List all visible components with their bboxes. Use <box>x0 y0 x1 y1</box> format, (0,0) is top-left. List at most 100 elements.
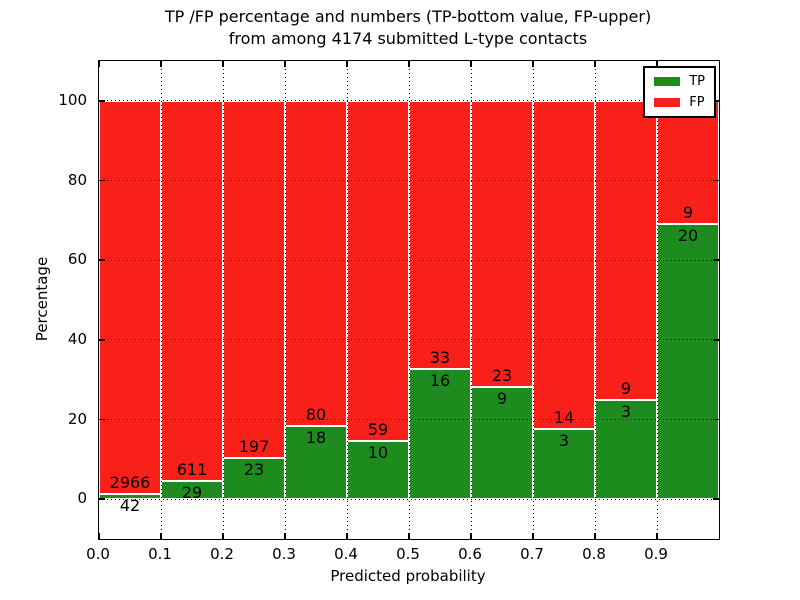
chart-title-line2: from among 4174 submitted L-type contact… <box>228 29 588 48</box>
gridline-horizontal <box>99 339 719 341</box>
x-tick-mark-bottom <box>98 533 100 539</box>
y-tick-label: 0 <box>77 489 87 508</box>
tp-count-label: 20 <box>677 226 699 246</box>
bar-fp-segment <box>471 100 533 388</box>
x-tick-label: 0.6 <box>458 545 482 563</box>
x-tick-mark-top <box>532 61 534 67</box>
x-tick-mark-bottom <box>656 533 658 539</box>
y-tick-mark-right <box>713 418 719 421</box>
gridline-horizontal <box>99 259 719 261</box>
x-axis-label: Predicted probability <box>330 567 486 585</box>
fp-count-label: 197 <box>238 436 270 456</box>
tp-count-label: 3 <box>558 430 570 450</box>
y-tick-mark-right <box>713 498 719 500</box>
y-tick-mark-left <box>99 259 105 261</box>
bar-tp-segment <box>409 369 471 500</box>
bar-tp-segment <box>595 399 657 500</box>
y-tick-mark-left <box>99 100 105 102</box>
x-tick-mark-top <box>160 61 162 67</box>
fp-count-label: 9 <box>682 203 694 223</box>
bar-fp-segment <box>409 100 471 370</box>
x-tick-label: 0.4 <box>334 545 358 563</box>
y-tick-mark-left <box>99 418 105 421</box>
x-tick-label: 0.3 <box>272 545 296 563</box>
y-tick-label: 20 <box>67 409 87 428</box>
legend-item: TP <box>654 75 705 88</box>
x-tick-mark-top <box>222 61 224 67</box>
x-tick-label: 0.2 <box>210 545 234 563</box>
gridline-vertical <box>470 61 472 539</box>
bar-fp-segment <box>99 100 161 494</box>
gridline-horizontal <box>99 419 719 420</box>
gridline-horizontal <box>99 100 719 102</box>
x-tick-mark-top <box>346 61 348 67</box>
fp-count-label: 33 <box>429 348 451 368</box>
fp-count-label: 14 <box>553 407 575 427</box>
tp-count-label: 9 <box>496 389 508 409</box>
x-tick-mark-top <box>408 61 410 67</box>
tp-count-label: 23 <box>243 459 265 479</box>
x-tick-label: 0.7 <box>520 545 544 563</box>
x-tick-mark-bottom <box>222 533 224 539</box>
y-tick-label: 40 <box>67 329 87 348</box>
gridline-vertical <box>346 61 348 539</box>
gridline-vertical <box>594 61 596 539</box>
tp-count-label: 42 <box>119 495 141 515</box>
y-tick-mark-right <box>713 100 719 102</box>
tp-count-label: 16 <box>429 371 451 391</box>
bar-tp-segment <box>347 441 409 500</box>
x-tick-mark-top <box>284 61 286 67</box>
x-tick-label: 0.0 <box>86 545 110 563</box>
gridline-horizontal <box>99 498 719 500</box>
x-tick-mark-top <box>594 61 596 67</box>
legend-item: FP <box>654 96 705 109</box>
fp-count-label: 80 <box>305 404 327 424</box>
legend-tp-swatch <box>654 77 681 86</box>
legend-label: TP <box>689 74 705 89</box>
y-tick-label: 100 <box>58 90 87 109</box>
chart-title: TP /FP percentage and numbers (TP-bottom… <box>98 6 718 50</box>
gridline-vertical <box>656 61 658 539</box>
fp-count-label: 9 <box>620 378 632 398</box>
gridline-vertical <box>222 61 224 539</box>
x-tick-mark-bottom <box>594 533 596 539</box>
x-tick-mark-bottom <box>160 533 162 539</box>
bar-fp-segment <box>657 100 719 225</box>
bar-fp-segment <box>285 100 347 426</box>
x-tick-mark-top <box>98 61 100 67</box>
gridline-horizontal <box>99 180 719 181</box>
x-tick-label: 0.1 <box>148 545 172 563</box>
x-tick-label: 0.8 <box>582 545 606 563</box>
y-tick-mark-left <box>99 339 105 341</box>
x-tick-mark-bottom <box>346 533 348 539</box>
x-tick-mark-bottom <box>532 533 534 539</box>
bar-tp-segment <box>533 428 595 500</box>
legend-fp-swatch <box>654 98 681 107</box>
y-axis-label: Percentage <box>33 256 51 342</box>
y-tick-label: 60 <box>67 250 87 269</box>
x-tick-mark-top <box>656 61 658 67</box>
fp-count-label: 2966 <box>109 472 151 492</box>
tp-count-label: 29 <box>181 483 203 503</box>
fp-count-label: 611 <box>176 460 208 480</box>
x-tick-mark-bottom <box>284 533 286 539</box>
y-tick-mark-right <box>713 339 719 341</box>
bar-fp-segment <box>223 100 285 458</box>
legend: TP FP <box>643 66 716 118</box>
gridline-vertical <box>532 61 534 539</box>
gridline-vertical <box>160 61 162 539</box>
x-tick-mark-top <box>470 61 472 67</box>
tp-count-label: 3 <box>620 401 632 421</box>
fp-count-label: 23 <box>491 366 513 386</box>
x-tick-mark-bottom <box>408 533 410 539</box>
y-tick-mark-right <box>713 179 719 182</box>
tp-count-label: 10 <box>367 443 389 463</box>
x-tick-mark-bottom <box>470 533 472 539</box>
fp-count-label: 59 <box>367 420 389 440</box>
bar-tp-segment <box>657 224 719 500</box>
y-tick-label: 80 <box>67 170 87 189</box>
chart-title-line1: TP /FP percentage and numbers (TP-bottom… <box>164 7 652 26</box>
y-tick-mark-left <box>99 498 105 500</box>
gridline-vertical <box>284 61 286 539</box>
